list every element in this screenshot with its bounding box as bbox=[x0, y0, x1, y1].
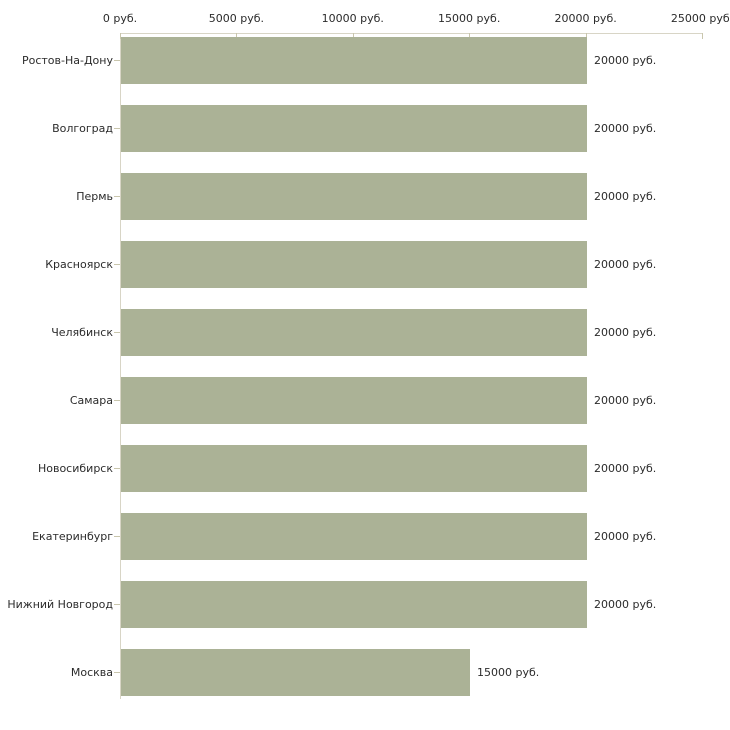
bar bbox=[121, 309, 587, 356]
y-axis-tick-mark bbox=[114, 468, 120, 469]
x-axis-tick-label: 5000 руб. bbox=[208, 12, 265, 25]
y-axis-tick-mark bbox=[114, 264, 120, 265]
category-label: Волгоград bbox=[52, 122, 113, 135]
category-label: Ростов-На-Дону bbox=[21, 54, 113, 67]
bar-row: Новосибирск 20000 руб. bbox=[0, 445, 730, 492]
bar-row: Нижний Новгород 20000 руб. bbox=[0, 581, 730, 628]
bar-row: Пермь 20000 руб. bbox=[0, 173, 730, 220]
x-axis-tick-mark bbox=[702, 33, 703, 39]
value-label: 15000 руб. bbox=[477, 666, 540, 679]
bar-row: Волгоград 20000 руб. bbox=[0, 105, 730, 152]
value-label: 20000 руб. bbox=[594, 190, 657, 203]
y-axis-tick-mark bbox=[114, 672, 120, 673]
x-axis-tick-mark bbox=[120, 33, 121, 39]
value-label: 20000 руб. bbox=[594, 54, 657, 67]
bar bbox=[121, 445, 587, 492]
x-axis-tick-mark bbox=[352, 33, 354, 39]
category-label: Пермь bbox=[76, 190, 113, 203]
y-axis-tick-mark bbox=[114, 128, 120, 129]
y-axis-tick-mark bbox=[114, 400, 120, 401]
category-label: Самара bbox=[69, 394, 113, 407]
bar-row: Екатеринбург 20000 руб. bbox=[0, 513, 730, 560]
x-axis-tick-mark bbox=[585, 33, 587, 39]
x-axis-tick-label: 10000 руб. bbox=[321, 12, 384, 25]
value-label: 20000 руб. bbox=[594, 258, 657, 271]
y-axis-tick-mark bbox=[114, 604, 120, 605]
x-axis-tick-label: 0 руб. bbox=[102, 12, 138, 25]
bar bbox=[121, 581, 587, 628]
y-axis-tick-mark bbox=[114, 60, 120, 61]
bar bbox=[121, 173, 587, 220]
bar bbox=[121, 649, 470, 696]
category-label: Москва bbox=[70, 666, 113, 679]
bar bbox=[121, 513, 587, 560]
y-axis-tick-mark bbox=[114, 196, 120, 197]
y-axis-tick-mark bbox=[114, 332, 120, 333]
x-axis-tick-mark bbox=[469, 33, 471, 39]
category-label: Челябинск bbox=[51, 326, 113, 339]
bar-row: Самара 20000 руб. bbox=[0, 377, 730, 424]
value-label: 20000 руб. bbox=[594, 122, 657, 135]
category-label: Нижний Новгород bbox=[7, 598, 113, 611]
bar bbox=[121, 377, 587, 424]
value-label: 20000 руб. bbox=[594, 598, 657, 611]
category-label: Новосибирск bbox=[37, 462, 113, 475]
x-axis-tick-label: 20000 руб. bbox=[554, 12, 617, 25]
category-label: Красноярск bbox=[45, 258, 113, 271]
x-axis-tick-label: 25000 руб. bbox=[670, 12, 730, 25]
x-axis-line bbox=[120, 33, 703, 34]
bar-row: Ростов-На-Дону 20000 руб. bbox=[0, 37, 730, 84]
y-axis-line bbox=[120, 33, 121, 699]
x-axis-tick-mark bbox=[236, 33, 238, 39]
x-axis-tick-label: 15000 руб. bbox=[438, 12, 501, 25]
value-label: 20000 руб. bbox=[594, 530, 657, 543]
value-label: 20000 руб. bbox=[594, 394, 657, 407]
bar-row: Москва 15000 руб. bbox=[0, 649, 730, 696]
bar bbox=[121, 37, 587, 84]
value-label: 20000 руб. bbox=[594, 326, 657, 339]
category-label: Екатеринбург bbox=[32, 530, 113, 543]
value-label: 20000 руб. bbox=[594, 462, 657, 475]
bar bbox=[121, 241, 587, 288]
bar bbox=[121, 105, 587, 152]
y-axis-tick-mark bbox=[114, 536, 120, 537]
bar-row: Челябинск 20000 руб. bbox=[0, 309, 730, 356]
bar-row: Красноярск 20000 руб. bbox=[0, 241, 730, 288]
